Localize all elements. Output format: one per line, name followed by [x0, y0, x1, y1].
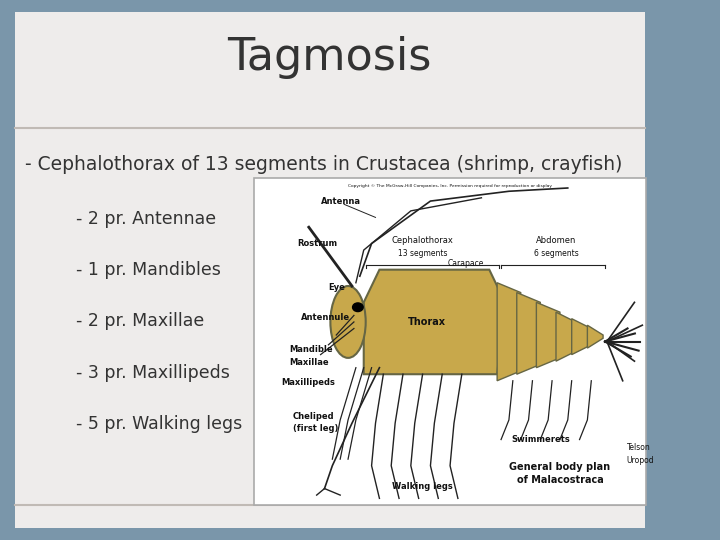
Text: Antennule: Antennule	[301, 313, 350, 321]
Text: of Malacostraca: of Malacostraca	[516, 475, 603, 485]
Ellipse shape	[330, 286, 366, 358]
Text: Telson: Telson	[626, 443, 650, 452]
Text: Carapace: Carapace	[448, 259, 484, 268]
Text: Cheliped: Cheliped	[293, 412, 335, 421]
Circle shape	[353, 303, 363, 312]
Bar	[14, 128, 645, 505]
Text: Cephalothorax: Cephalothorax	[392, 236, 454, 245]
Bar	[254, 178, 647, 505]
Text: - 2 pr. Maxillae: - 2 pr. Maxillae	[76, 312, 204, 330]
Text: Uropod: Uropod	[626, 456, 654, 465]
Polygon shape	[364, 269, 505, 374]
Polygon shape	[556, 312, 575, 361]
Polygon shape	[497, 283, 521, 381]
Text: Swimmerets: Swimmerets	[511, 435, 570, 444]
Text: - 3 pr. Maxillipeds: - 3 pr. Maxillipeds	[76, 363, 230, 382]
Bar	[14, 12, 645, 128]
Text: - 5 pr. Walking legs: - 5 pr. Walking legs	[76, 415, 242, 433]
Text: - Cephalothorax of 13 segments in Crustacea (shrimp, crayfish): - Cephalothorax of 13 segments in Crusta…	[25, 155, 622, 174]
Text: Copyright © The McGraw-Hill Companies, Inc. Permission required for reproduction: Copyright © The McGraw-Hill Companies, I…	[348, 184, 552, 188]
Text: Eye: Eye	[328, 283, 346, 292]
Polygon shape	[588, 325, 603, 348]
Text: - 2 pr. Antennae: - 2 pr. Antennae	[76, 210, 216, 228]
Polygon shape	[517, 293, 540, 374]
Bar	[14, 505, 645, 528]
Text: Maxillae: Maxillae	[289, 358, 329, 367]
Text: 6 segments: 6 segments	[534, 249, 578, 258]
Text: (first leg): (first leg)	[293, 423, 338, 433]
Text: Antenna: Antenna	[320, 197, 361, 206]
Text: Tagmosis: Tagmosis	[228, 36, 432, 79]
Text: Rostrum: Rostrum	[297, 239, 337, 248]
Text: Abdomen: Abdomen	[536, 236, 576, 245]
Text: Thorax: Thorax	[408, 317, 446, 327]
Text: - 1 pr. Mandibles: - 1 pr. Mandibles	[76, 261, 221, 279]
Text: Walking legs: Walking legs	[392, 482, 453, 491]
Text: Maxillipeds: Maxillipeds	[282, 378, 336, 387]
Text: General body plan: General body plan	[509, 462, 611, 472]
Text: Mandible: Mandible	[289, 345, 333, 354]
Text: 13 segments: 13 segments	[398, 249, 447, 258]
Polygon shape	[572, 319, 591, 355]
Polygon shape	[536, 302, 560, 368]
